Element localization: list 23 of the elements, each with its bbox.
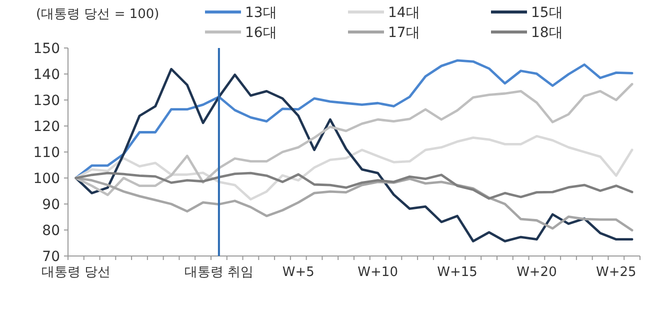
y-axis-title: (대통령 당선 = 100)	[36, 7, 160, 22]
y-tick-label: 80	[42, 223, 60, 239]
x-tick-label: 대통령 취임	[184, 265, 254, 280]
x-tick-label: W+5	[282, 265, 314, 280]
legend-label: 13대	[245, 5, 277, 21]
x-tick-label: 대통령 당선	[41, 265, 111, 280]
x-tick-label: W+15	[437, 265, 478, 280]
legend-label: 17대	[388, 25, 420, 41]
legend-label: 16대	[245, 25, 277, 41]
x-tick-label: W+10	[358, 265, 398, 280]
y-tick-label: 120	[33, 119, 60, 135]
y-tick-label: 100	[33, 171, 60, 187]
x-tick-label: W+20	[516, 265, 557, 280]
legend-label: 14대	[388, 5, 420, 21]
legend-label: 18대	[531, 25, 563, 41]
y-tick-label: 140	[33, 67, 60, 83]
y-tick-label: 150	[33, 41, 60, 57]
y-tick-label: 70	[42, 249, 60, 265]
x-tick-label: W+25	[596, 265, 636, 280]
legend-label: 15대	[531, 5, 563, 21]
y-tick-label: 110	[33, 145, 60, 161]
y-tick-label: 90	[42, 197, 60, 213]
y-tick-label: 130	[33, 93, 60, 109]
